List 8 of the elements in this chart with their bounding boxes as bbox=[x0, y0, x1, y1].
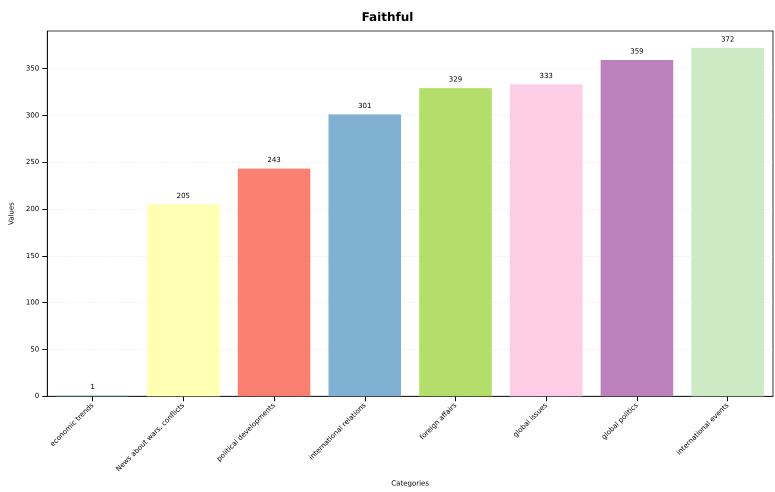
bar bbox=[419, 88, 492, 396]
bar bbox=[238, 168, 310, 396]
bar bbox=[691, 48, 764, 396]
bar bbox=[510, 84, 582, 396]
chart-title: Faithful bbox=[362, 10, 414, 24]
bar bbox=[147, 204, 220, 396]
bar bbox=[600, 60, 674, 396]
bar bbox=[328, 114, 402, 396]
